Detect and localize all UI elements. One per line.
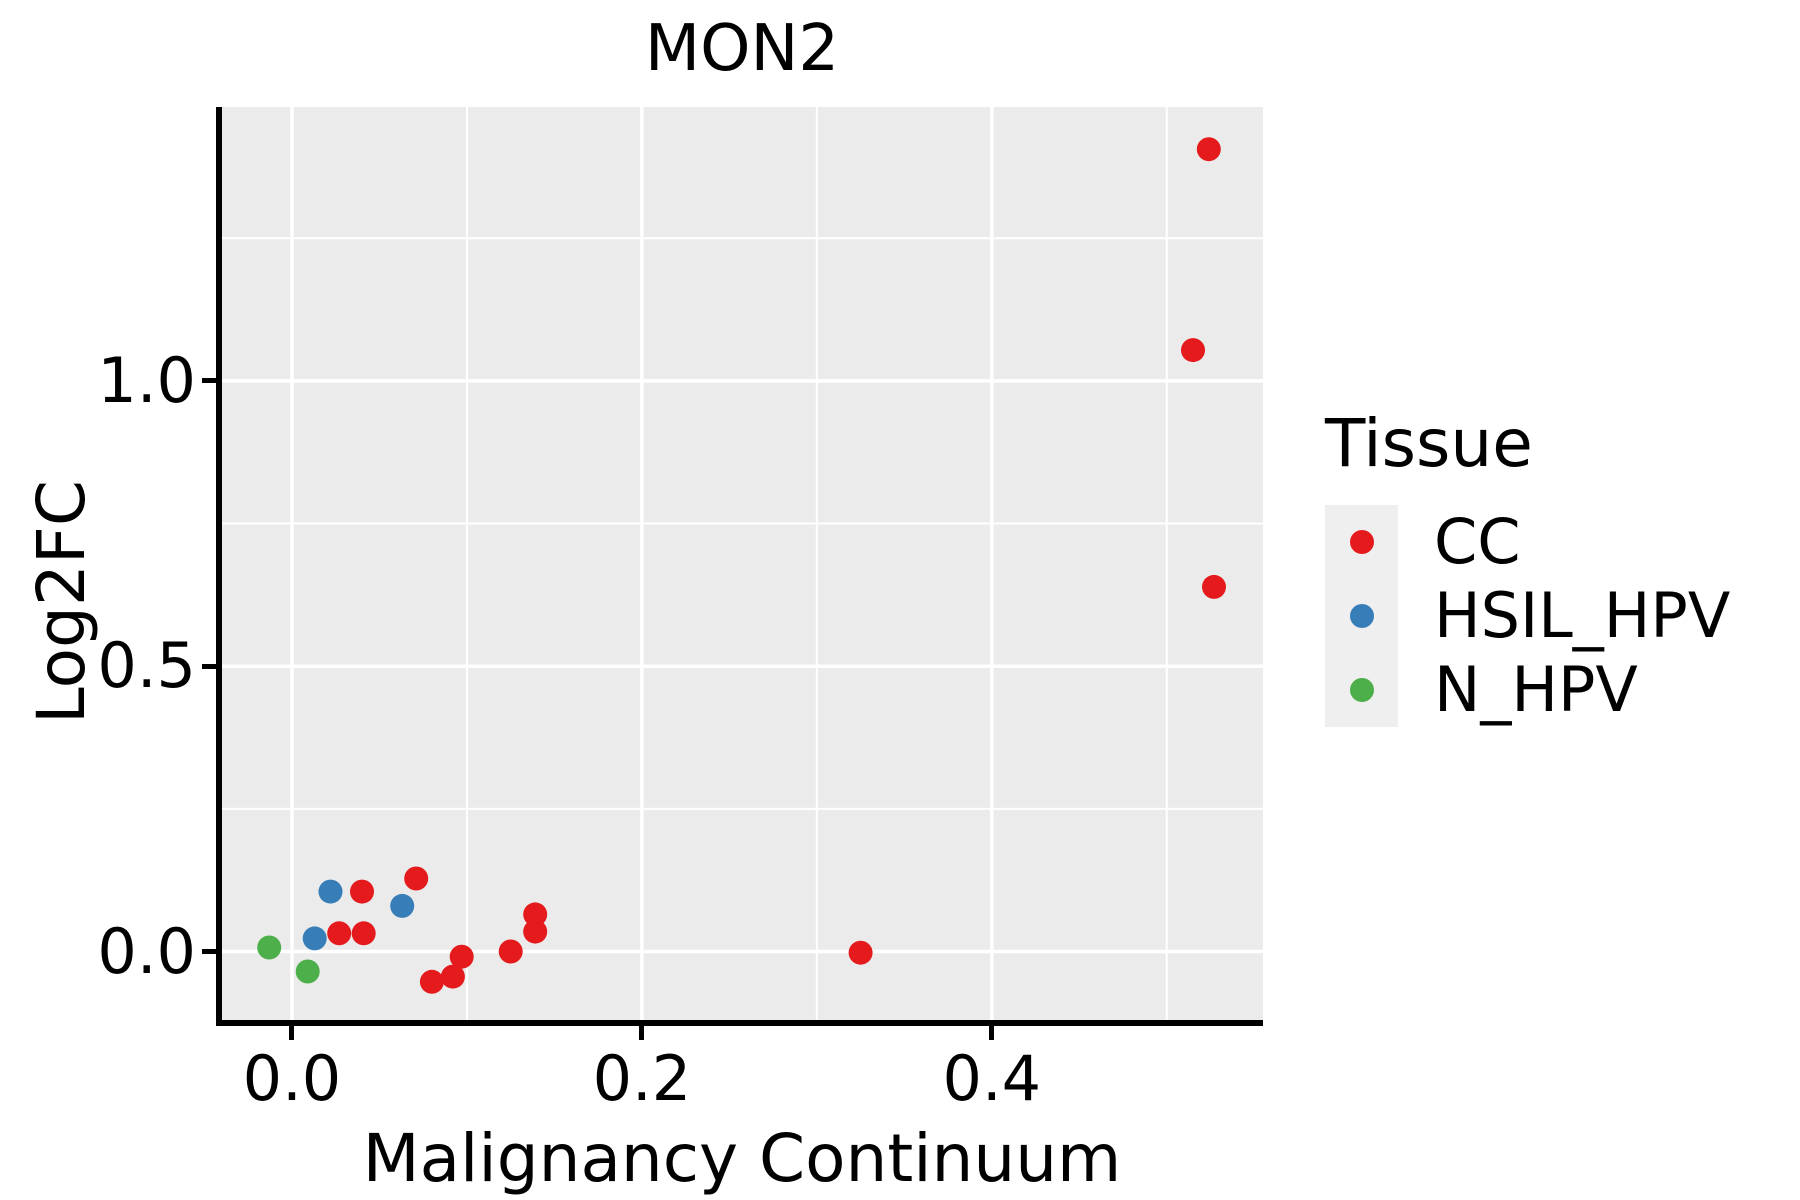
legend-items: CC HSIL_HPV N_HPV [1325,505,1730,727]
y-tick-mark [202,949,216,955]
legend: Tissue CC HSIL_HPV N_HPV [1325,405,1730,727]
y-tick-label: 1.0 [97,343,196,417]
x-tick-label: 0.2 [592,1042,692,1115]
y-tick-label: 0.0 [97,914,196,988]
legend-entry-HSIL_HPV: HSIL_HPV [1325,579,1730,653]
legend-title: Tissue [1325,405,1533,482]
legend-dot-icon [1349,604,1374,628]
legend-dot-icon [1349,530,1374,554]
legend-entry-N_HPV: N_HPV [1325,653,1730,727]
legend-dot-icon [1349,678,1374,702]
y-tick-mark [202,378,216,384]
legend-key-box [1325,653,1398,727]
x-tick-mark [989,1026,995,1040]
x-tick-mark [639,1026,645,1040]
x-tick-label: 0.4 [942,1042,1042,1115]
plot-panel [216,107,1263,1026]
y-axis-title: Log2FC [23,480,100,724]
y-tick-label: 0.5 [97,629,196,703]
x-tick-label: 0.0 [242,1042,342,1115]
x-axis-title: Malignancy Continuum [362,1120,1122,1197]
plot-title: MON2 [644,12,840,86]
x-tick-mark [289,1026,295,1040]
legend-entry-CC: CC [1325,505,1730,579]
legend-label: HSIL_HPV [1434,579,1731,652]
legend-key-box [1325,505,1398,579]
legend-label: N_HPV [1434,653,1638,726]
y-tick-mark [202,663,216,669]
legend-label: CC [1434,505,1521,578]
legend-key-box [1325,579,1398,653]
